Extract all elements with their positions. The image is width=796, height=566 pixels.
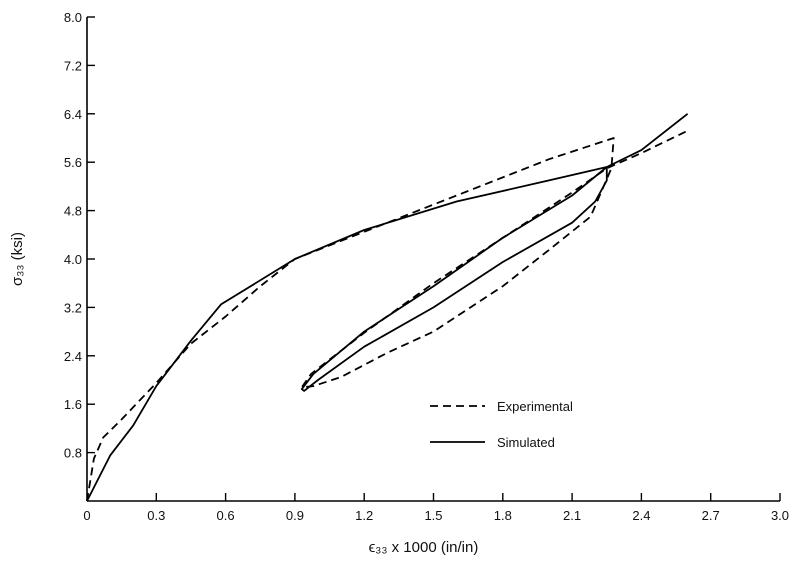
x-tick-label: 1.5 — [424, 508, 442, 523]
x-axis-label: ϵ₃₃ x 1000 (in/in) — [369, 539, 479, 556]
y-tick-label: 0.8 — [64, 446, 82, 461]
x-tick-label: 2.7 — [702, 508, 720, 523]
x-tick-label: 0.9 — [286, 508, 304, 523]
x-tick-label: 0.6 — [217, 508, 235, 523]
y-tick-label: 8.0 — [64, 10, 82, 25]
y-tick-label: 2.4 — [64, 349, 82, 364]
y-tick-label: 4.8 — [64, 204, 82, 219]
x-tick-label: 0.3 — [147, 508, 165, 523]
x-tick-label: 3.0 — [771, 508, 789, 523]
y-axis-label: σ₃₃ (ksi) — [9, 232, 26, 286]
y-tick-label: 1.6 — [64, 397, 82, 412]
axes: 0 0.3 0.6 0.9 1.2 1.5 1.8 2.1 2.4 2.7 3.0 0.8 1.6 2.4… — [64, 10, 789, 523]
series-line-experimental — [86, 129, 688, 502]
legend-label-experimental: Experimental — [497, 399, 573, 414]
y-tick-label: 7.2 — [64, 58, 82, 73]
y-tick-label: 5.6 — [64, 155, 82, 170]
x-tick-label: 1.8 — [494, 508, 512, 523]
legend: Experimental Simulated — [430, 399, 573, 450]
series-layer — [86, 113, 689, 502]
series-line-simulated — [86, 113, 689, 502]
x-tick-label: 2.4 — [632, 508, 650, 523]
y-tick-label: 6.4 — [64, 107, 82, 122]
x-tick-label: 1.2 — [355, 508, 373, 523]
y-tick-label: 4.0 — [64, 252, 82, 267]
y-tick-label: 3.2 — [64, 300, 82, 315]
legend-label-simulated: Simulated — [497, 435, 555, 450]
x-tick-label: 0 — [83, 508, 90, 523]
x-tick-label: 2.1 — [563, 508, 581, 523]
